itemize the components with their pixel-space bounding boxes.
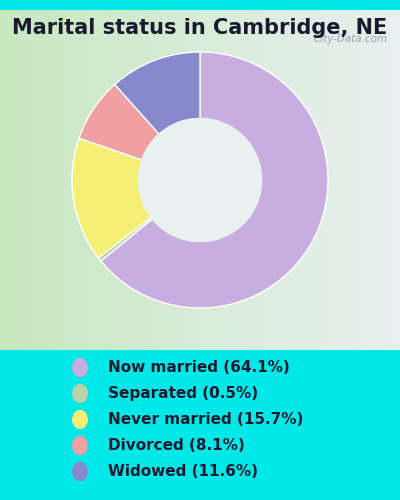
Text: Widowed (11.6%): Widowed (11.6%) — [108, 464, 258, 479]
Circle shape — [138, 118, 262, 242]
Text: Marital status in Cambridge, NE: Marital status in Cambridge, NE — [12, 18, 388, 38]
Text: Never married (15.7%): Never married (15.7%) — [108, 412, 303, 427]
Text: Separated (0.5%): Separated (0.5%) — [108, 386, 258, 401]
Wedge shape — [98, 218, 152, 261]
Wedge shape — [101, 52, 328, 308]
Text: City-Data.com: City-Data.com — [314, 34, 388, 44]
Text: Divorced (8.1%): Divorced (8.1%) — [108, 438, 245, 453]
Wedge shape — [72, 138, 151, 258]
Text: Now married (64.1%): Now married (64.1%) — [108, 360, 290, 375]
Wedge shape — [115, 52, 200, 134]
Wedge shape — [79, 84, 159, 160]
